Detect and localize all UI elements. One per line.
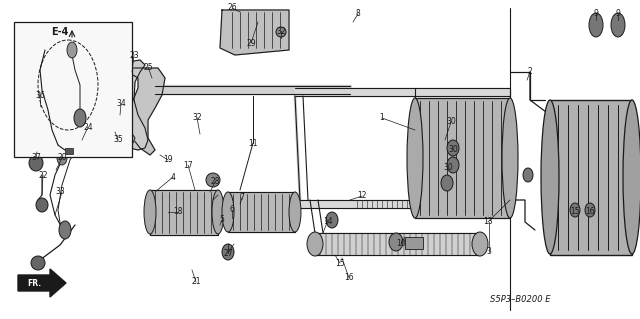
Text: 24: 24 bbox=[83, 122, 93, 131]
Text: 3: 3 bbox=[486, 248, 492, 256]
Text: E-4: E-4 bbox=[51, 27, 68, 37]
Text: 16: 16 bbox=[344, 273, 354, 283]
Text: 15: 15 bbox=[335, 258, 345, 268]
Ellipse shape bbox=[611, 13, 625, 37]
Bar bbox=[550, 100, 632, 255]
Text: 1: 1 bbox=[380, 114, 385, 122]
Text: 32: 32 bbox=[276, 26, 286, 35]
Text: 23: 23 bbox=[129, 50, 139, 60]
Text: 21: 21 bbox=[191, 278, 201, 286]
Text: 34: 34 bbox=[116, 100, 126, 108]
Ellipse shape bbox=[31, 256, 45, 270]
Ellipse shape bbox=[623, 100, 640, 254]
Text: FR.: FR. bbox=[27, 278, 41, 287]
Polygon shape bbox=[150, 190, 218, 235]
Text: 19: 19 bbox=[163, 155, 173, 165]
Text: 6: 6 bbox=[230, 205, 234, 214]
Ellipse shape bbox=[472, 232, 488, 256]
Text: 25: 25 bbox=[143, 63, 153, 71]
Text: 20: 20 bbox=[57, 153, 67, 162]
Text: 2: 2 bbox=[527, 68, 532, 77]
Ellipse shape bbox=[541, 100, 559, 254]
Text: 4: 4 bbox=[171, 173, 175, 182]
Text: 30: 30 bbox=[446, 117, 456, 127]
Text: 27: 27 bbox=[223, 249, 233, 257]
Polygon shape bbox=[228, 192, 295, 232]
Ellipse shape bbox=[59, 221, 71, 239]
Text: 11: 11 bbox=[248, 138, 258, 147]
Text: 26: 26 bbox=[227, 4, 237, 12]
Ellipse shape bbox=[447, 140, 459, 156]
Text: 18: 18 bbox=[173, 207, 183, 217]
Text: 9: 9 bbox=[616, 10, 620, 19]
Ellipse shape bbox=[144, 190, 156, 234]
Text: 10: 10 bbox=[396, 240, 406, 249]
Text: 7: 7 bbox=[239, 194, 244, 203]
Ellipse shape bbox=[206, 173, 220, 187]
Bar bbox=[65, 148, 73, 154]
Text: 30: 30 bbox=[443, 162, 453, 172]
Ellipse shape bbox=[276, 27, 286, 37]
Ellipse shape bbox=[67, 42, 77, 58]
Text: 29: 29 bbox=[246, 39, 256, 48]
Ellipse shape bbox=[74, 109, 86, 127]
Polygon shape bbox=[120, 68, 165, 155]
Polygon shape bbox=[18, 269, 66, 297]
Text: 22: 22 bbox=[38, 170, 48, 180]
Ellipse shape bbox=[307, 232, 323, 256]
Text: 12: 12 bbox=[357, 191, 367, 201]
Ellipse shape bbox=[570, 203, 580, 217]
Ellipse shape bbox=[222, 192, 234, 232]
Text: 14: 14 bbox=[323, 218, 333, 226]
Text: 8: 8 bbox=[356, 10, 360, 19]
Text: 35: 35 bbox=[113, 136, 123, 145]
Ellipse shape bbox=[389, 233, 403, 251]
Text: 13: 13 bbox=[483, 218, 493, 226]
Ellipse shape bbox=[441, 175, 453, 191]
Text: S5P3–B0200 E: S5P3–B0200 E bbox=[490, 295, 550, 305]
Ellipse shape bbox=[326, 212, 338, 228]
Text: 16: 16 bbox=[585, 207, 595, 217]
Ellipse shape bbox=[585, 203, 595, 217]
Text: 15: 15 bbox=[570, 207, 580, 217]
Ellipse shape bbox=[222, 244, 234, 260]
Text: 5: 5 bbox=[220, 216, 225, 225]
Polygon shape bbox=[112, 128, 135, 152]
Ellipse shape bbox=[523, 168, 533, 182]
Text: 9: 9 bbox=[593, 10, 598, 19]
Ellipse shape bbox=[447, 157, 459, 173]
Text: 28: 28 bbox=[211, 177, 220, 187]
Polygon shape bbox=[108, 60, 148, 150]
Text: 32: 32 bbox=[192, 114, 202, 122]
Ellipse shape bbox=[289, 192, 301, 232]
Text: 36: 36 bbox=[35, 91, 45, 100]
Ellipse shape bbox=[589, 13, 603, 37]
Text: 17: 17 bbox=[183, 160, 193, 169]
Text: 37: 37 bbox=[31, 152, 41, 161]
Ellipse shape bbox=[29, 155, 43, 171]
Ellipse shape bbox=[407, 98, 423, 218]
Text: 30: 30 bbox=[448, 145, 458, 153]
Polygon shape bbox=[220, 10, 289, 55]
Ellipse shape bbox=[212, 190, 224, 234]
Bar bbox=[14, 22, 132, 157]
Ellipse shape bbox=[57, 151, 67, 165]
Ellipse shape bbox=[502, 98, 518, 218]
Text: 33: 33 bbox=[55, 188, 65, 197]
Ellipse shape bbox=[36, 198, 48, 212]
Bar bbox=[415, 98, 510, 218]
Bar bbox=[405, 237, 423, 249]
